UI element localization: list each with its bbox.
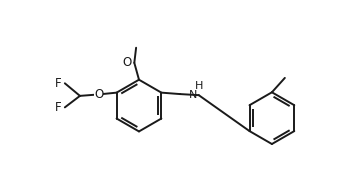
Text: O: O	[94, 88, 103, 101]
Text: H: H	[195, 81, 203, 91]
Text: O: O	[122, 56, 132, 69]
Text: F: F	[55, 77, 62, 90]
Text: F: F	[55, 101, 62, 114]
Text: N: N	[188, 90, 197, 100]
